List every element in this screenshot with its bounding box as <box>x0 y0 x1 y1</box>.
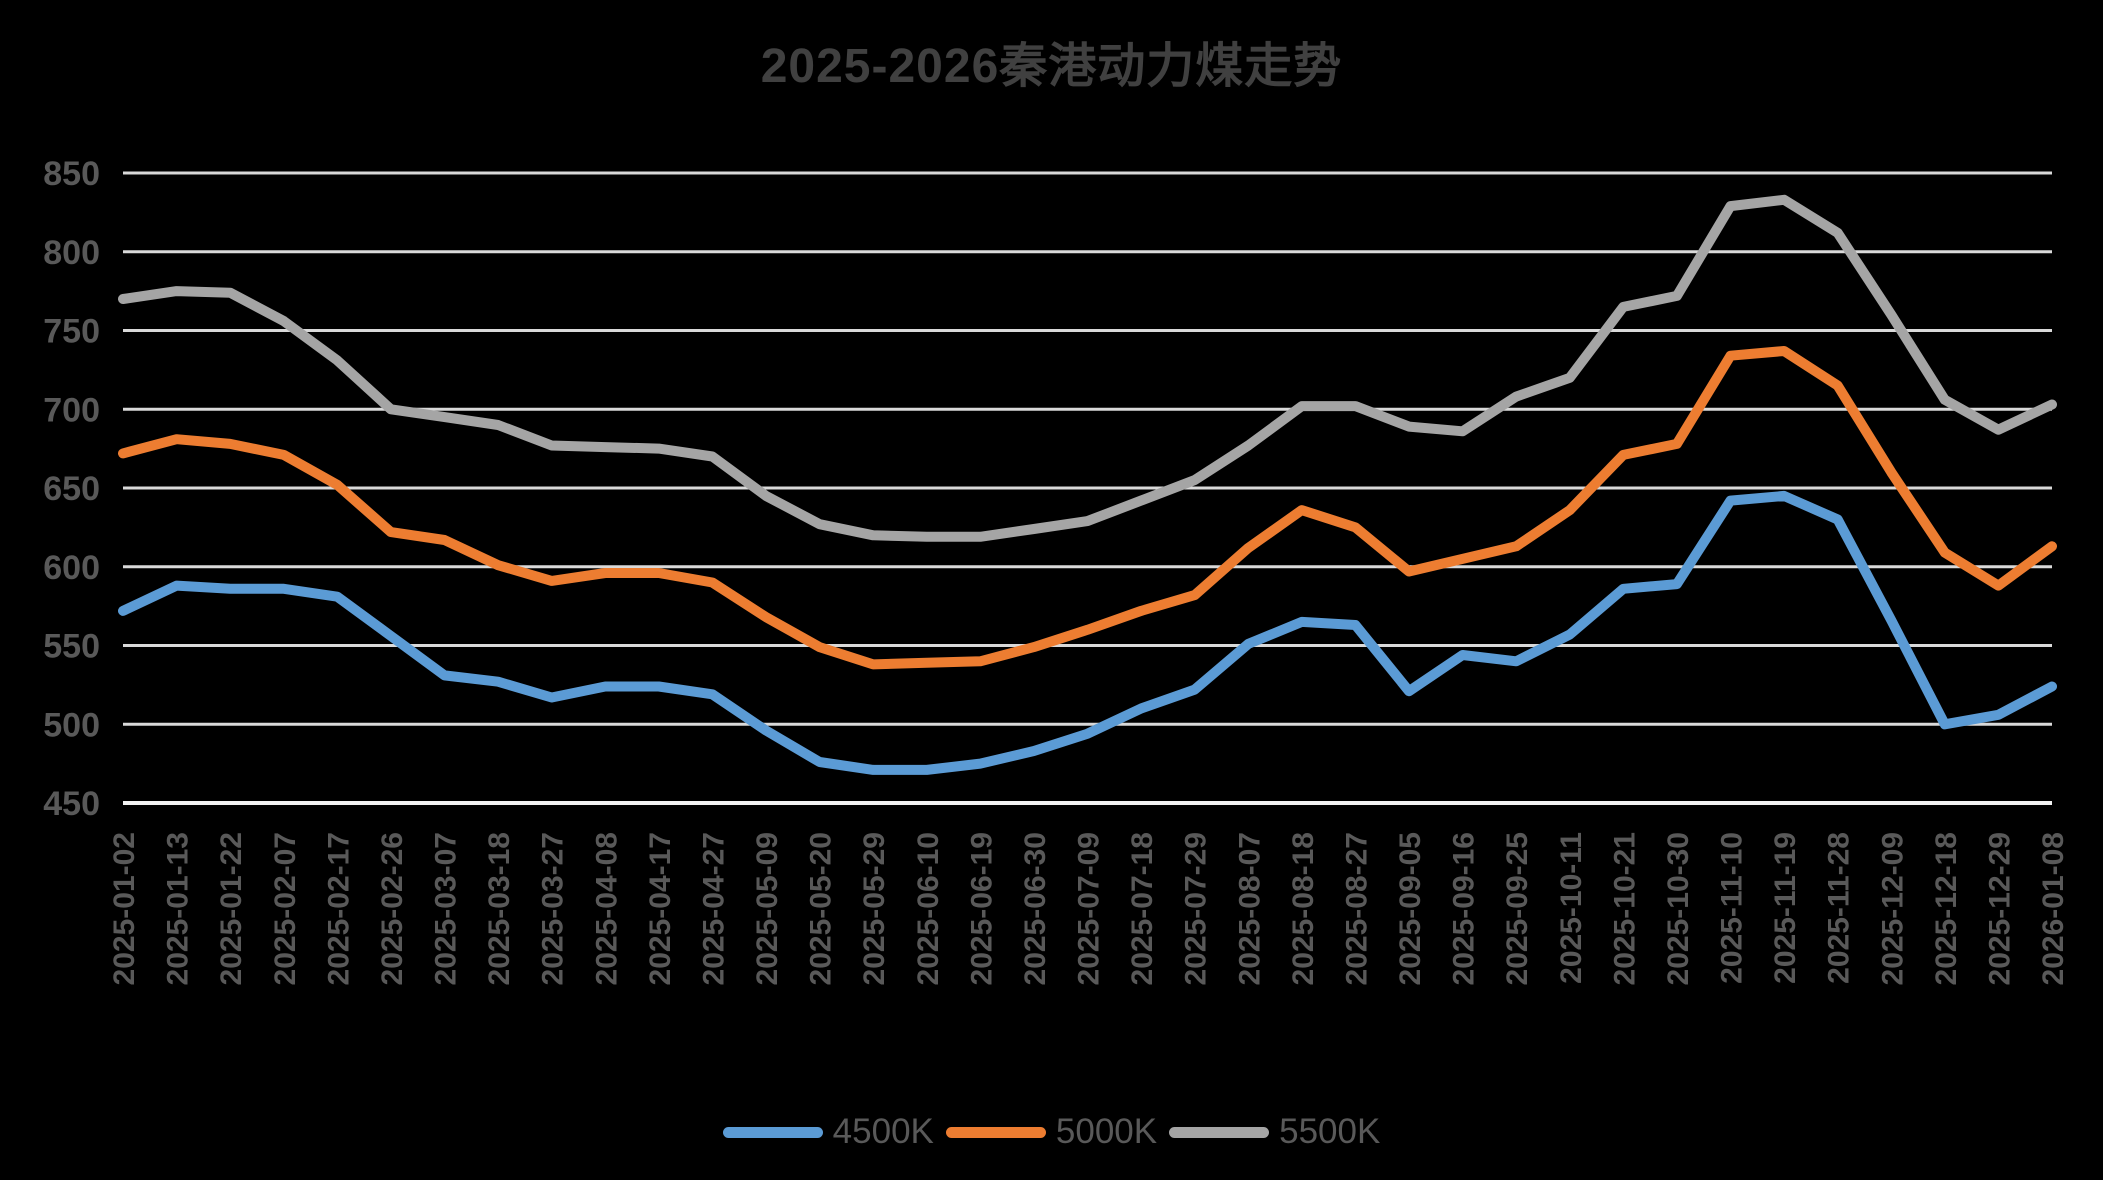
x-tick-label: 2025-09-16 <box>1448 832 1481 985</box>
legend-swatch-5500k <box>1169 1126 1270 1138</box>
x-tick-label: 2025-10-11 <box>1555 832 1588 984</box>
x-tick-label: 2025-12-18 <box>1930 832 1963 985</box>
x-tick-label: 2025-09-25 <box>1501 832 1534 985</box>
x-tick-label: 2026-01-08 <box>2037 832 2070 985</box>
series-line-5500k <box>118 194 2057 542</box>
legend-label-5000k: 5000K <box>1055 1112 1158 1151</box>
x-tick-label: 2025-02-26 <box>376 832 409 985</box>
y-tick-label: 800 <box>43 234 100 272</box>
x-tick-label: 2025-01-02 <box>108 832 141 985</box>
chart-title: 2025-2026秦港动力煤走势 <box>760 40 1343 93</box>
x-tick-label: 2025-07-18 <box>1126 832 1159 985</box>
x-tick-label: 2025-04-17 <box>644 832 677 985</box>
x-tick-label: 2025-05-09 <box>751 832 784 985</box>
x-tick-label: 2025-11-10 <box>1716 832 1749 984</box>
y-tick-label: 700 <box>43 391 100 429</box>
x-tick-label: 2025-04-08 <box>590 832 623 985</box>
y-tick-label: 450 <box>43 785 100 823</box>
legend-label-5500k: 5500K <box>1279 1112 1381 1151</box>
legend-swatch-4500k <box>722 1126 823 1138</box>
series-line-5000k <box>118 346 2057 670</box>
x-tick-label: 2025-03-18 <box>483 832 516 985</box>
x-tick-label: 2025-12-09 <box>1876 832 1909 985</box>
legend-label-4500k: 4500K <box>832 1112 934 1151</box>
x-tick-label: 2025-02-17 <box>322 832 355 985</box>
x-tick-label: 2025-07-29 <box>1180 832 1213 985</box>
y-tick-label: 500 <box>43 706 100 744</box>
y-tick-label: 650 <box>43 470 100 508</box>
x-tick-label: 2025-07-09 <box>1073 832 1106 985</box>
legend-item-5000k: 5000K <box>945 1112 1158 1152</box>
x-tick-label: 2025-04-27 <box>697 832 730 985</box>
x-tick-label: 2025-11-19 <box>1769 832 1802 984</box>
legend-swatch-5000k <box>945 1126 1046 1138</box>
x-tick-label: 2025-11-28 <box>1823 832 1856 984</box>
legend-item-5500k: 5500K <box>1169 1112 1380 1152</box>
x-tick-label: 2025-09-05 <box>1394 832 1427 985</box>
y-tick-label: 750 <box>43 313 100 351</box>
x-tick-label: 2025-10-30 <box>1662 832 1695 985</box>
x-tick-label: 2025-08-18 <box>1287 832 1320 985</box>
legend-item-4500k: 4500K <box>722 1112 934 1152</box>
x-tick-label: 2025-01-13 <box>162 832 195 985</box>
x-tick-label: 2025-01-22 <box>215 832 248 985</box>
series-line-4500k <box>118 490 2057 775</box>
x-tick-label: 2025-08-07 <box>1233 832 1266 985</box>
x-tick-label: 2025-06-10 <box>912 832 945 985</box>
y-tick-label: 850 <box>43 155 100 193</box>
x-tick-label: 2025-03-07 <box>430 832 463 985</box>
x-tick-label: 2025-02-07 <box>269 832 302 985</box>
x-tick-label: 2025-12-29 <box>1983 832 2016 985</box>
x-tick-label: 2025-05-29 <box>858 832 891 985</box>
x-tick-label: 2025-06-19 <box>965 832 998 985</box>
x-tick-label: 2025-10-21 <box>1608 832 1641 985</box>
y-tick-label: 550 <box>43 628 100 666</box>
chart-legend: 4500K 5000K 5500K <box>0 1112 2103 1152</box>
x-tick-label: 2025-08-27 <box>1340 832 1373 985</box>
x-tick-label: 2025-03-27 <box>537 832 570 985</box>
x-tick-label: 2025-06-30 <box>1019 832 1052 985</box>
y-tick-label: 600 <box>43 549 100 587</box>
x-tick-label: 2025-05-20 <box>805 832 838 985</box>
